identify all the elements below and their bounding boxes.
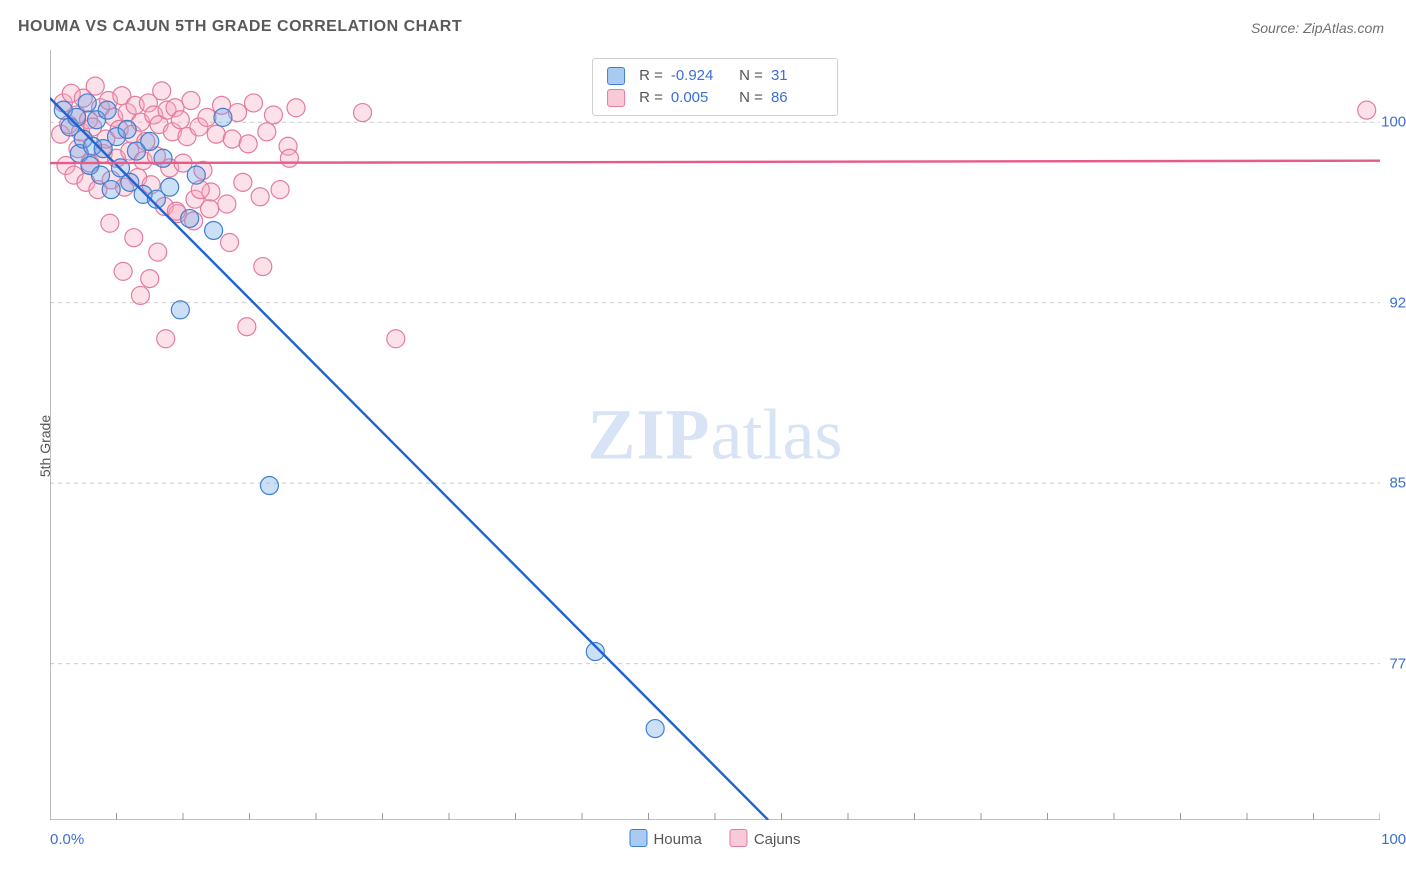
legend-swatch — [730, 829, 748, 847]
legend-swatch — [629, 829, 647, 847]
stats-n-value: 86 — [771, 87, 823, 109]
y-tick-label: 92.5% — [1389, 294, 1406, 311]
stats-r-value: 0.005 — [671, 87, 723, 109]
stats-n-label: N = — [731, 87, 763, 109]
legend-label: Houma — [653, 831, 701, 848]
stats-n-value: 31 — [771, 65, 823, 87]
stats-row: R = -0.924 N = 31 — [607, 65, 823, 87]
y-tick-label: 100.0% — [1381, 114, 1406, 131]
chart-container: HOUMA VS CAJUN 5TH GRADE CORRELATION CHA… — [0, 0, 1406, 892]
chart-svg — [50, 50, 1380, 820]
stats-r-value: -0.924 — [671, 65, 723, 87]
stats-swatch — [607, 67, 625, 85]
legend-item: Cajuns — [730, 829, 801, 848]
stats-r-label: R = — [639, 87, 663, 109]
chart-title: HOUMA VS CAJUN 5TH GRADE CORRELATION CHA… — [18, 18, 462, 36]
chart-plot-area: ZIPatlas R = -0.924 N = 31R = 0.005 N = … — [50, 50, 1380, 820]
legend: Houma Cajuns — [629, 829, 800, 848]
y-tick-label: 77.5% — [1389, 655, 1406, 672]
stats-row: R = 0.005 N = 86 — [607, 87, 823, 109]
legend-item: Houma — [629, 829, 701, 848]
stats-n-label: N = — [731, 65, 763, 87]
stats-r-label: R = — [639, 65, 663, 87]
stats-swatch — [607, 89, 625, 107]
x-axis-max-label: 100.0% — [1381, 831, 1406, 848]
legend-label: Cajuns — [754, 831, 801, 848]
x-axis-min-label: 0.0% — [50, 831, 84, 848]
correlation-stats-box: R = -0.924 N = 31R = 0.005 N = 86 — [592, 58, 838, 116]
y-tick-label: 85.0% — [1389, 475, 1406, 492]
source-attribution: Source: ZipAtlas.com — [1251, 20, 1384, 36]
